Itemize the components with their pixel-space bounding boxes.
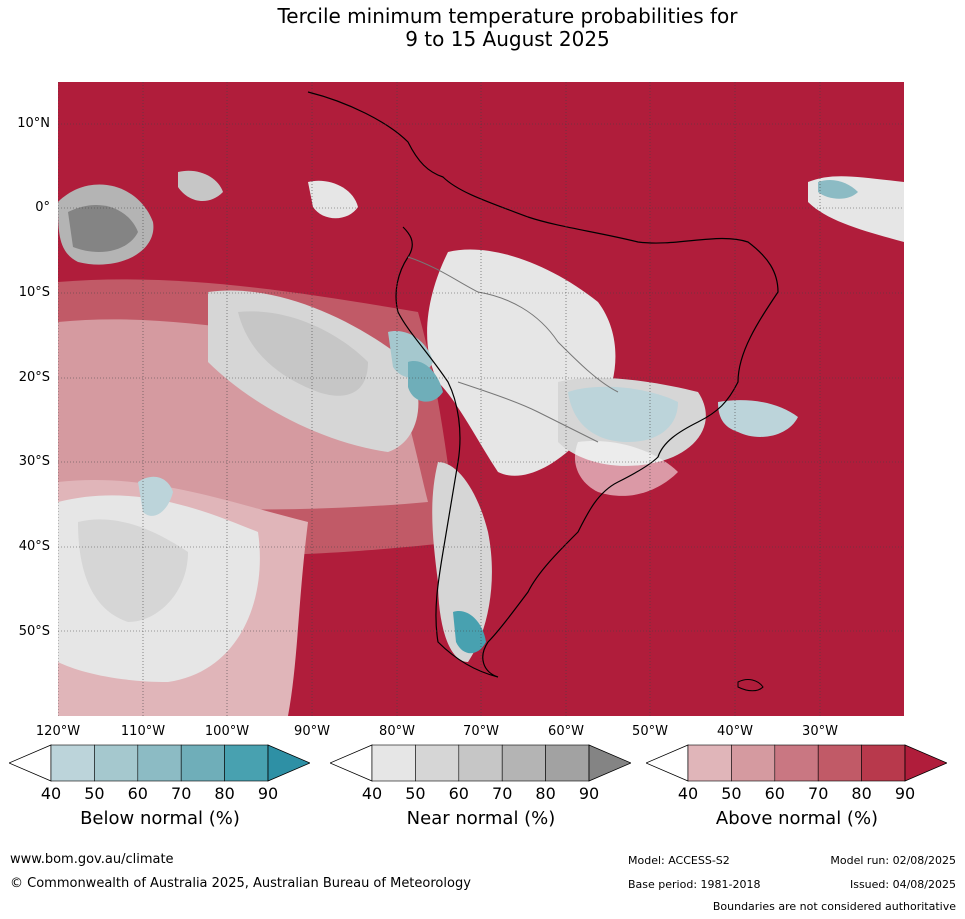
near-normal-colorbar-tick-label: 60 bbox=[448, 784, 469, 803]
above-normal-colorbar-tick-label: 40 bbox=[677, 784, 699, 803]
lat-label-40s: 40°S bbox=[18, 539, 50, 554]
below-normal-patch-atlantic bbox=[818, 180, 858, 199]
lon-label-40w: 40°W bbox=[717, 724, 753, 739]
lat-label-30s: 30°S bbox=[18, 454, 50, 469]
lat-label-20s: 20°S bbox=[18, 370, 50, 385]
lon-label-60w: 60°W bbox=[548, 724, 584, 739]
below-normal-colorbar-under-triangle bbox=[9, 744, 52, 782]
above-normal-colorbar-under-triangle bbox=[646, 744, 689, 782]
lon-label-30w: 30°W bbox=[802, 724, 838, 739]
below-normal-colorbar-tick-label: 90 bbox=[257, 784, 279, 803]
near-normal-colorbar-segment bbox=[458, 744, 503, 782]
near-normal-50-region bbox=[78, 519, 188, 622]
below-normal-colorbar bbox=[9, 744, 310, 782]
lon-label-70w: 70°W bbox=[463, 724, 499, 739]
near-normal-patch-2 bbox=[178, 170, 223, 202]
near-normal-colorbar-over-triangle bbox=[588, 744, 631, 782]
near-normal-colorbar-segment bbox=[415, 744, 460, 782]
above-normal-colorbar-tick-label: 90 bbox=[894, 784, 916, 803]
near-normal-colorbar-segment bbox=[545, 744, 590, 782]
below-normal-colorbar-title: Below normal (%) bbox=[80, 808, 240, 829]
near-normal-colorbar-tick-label: 80 bbox=[535, 784, 556, 803]
below-normal-colorbar-tick-label: 60 bbox=[127, 784, 148, 803]
lon-label-90w: 90°W bbox=[294, 724, 330, 739]
probability-map bbox=[58, 82, 904, 716]
lon-label-80w: 80°W bbox=[379, 724, 415, 739]
lon-label-50w: 50°W bbox=[632, 724, 668, 739]
above-normal-colorbar-over-triangle bbox=[904, 744, 947, 782]
near-normal-colorbar-tick-label: 90 bbox=[578, 784, 600, 803]
below-normal-colorbar-segment bbox=[94, 744, 139, 782]
footer-model-run: Model run: 02/08/2025 bbox=[830, 854, 956, 867]
near-normal-colorbar-tick-label: 50 bbox=[405, 784, 426, 803]
patagonia-below-normal-80 bbox=[453, 611, 486, 654]
above-normal-colorbar bbox=[646, 744, 947, 782]
lat-label-10n: 10°N bbox=[17, 116, 50, 131]
andes-below-normal-patch-2 bbox=[408, 361, 443, 402]
footer-disclaimer: Boundaries are not considered authoritat… bbox=[712, 900, 956, 913]
near-normal-colorbar bbox=[330, 744, 631, 782]
near-normal-colorbar-tick-label: 70 bbox=[492, 784, 513, 803]
below-normal-colorbar-segment bbox=[224, 744, 269, 782]
near-normal-colorbar-segment bbox=[501, 744, 546, 782]
lon-label-110w: 110°W bbox=[120, 724, 166, 739]
below-normal-colorbar-tick-label: 40 bbox=[40, 784, 62, 803]
above-normal-colorbar-title: Above normal (%) bbox=[715, 808, 879, 829]
patagonia-near-normal-region bbox=[432, 462, 492, 662]
below-normal-colorbar-segment bbox=[137, 744, 182, 782]
country-borders bbox=[407, 256, 619, 443]
below-normal-colorbar-segment bbox=[50, 744, 95, 782]
above-normal-colorbar-tick-label: 70 bbox=[808, 784, 829, 803]
footer-issued: Issued: 04/08/2025 bbox=[849, 878, 956, 891]
continent-below-normal-region bbox=[568, 386, 678, 442]
map-title-line-1: Tercile minimum temperature probabilitie… bbox=[277, 4, 738, 28]
near-normal-colorbar-segment bbox=[371, 744, 416, 782]
near-normal-patch-3 bbox=[308, 180, 358, 219]
near-normal-colorbar-title: Near normal (%) bbox=[406, 808, 556, 829]
near-normal-colorbar-under-triangle bbox=[330, 744, 373, 782]
lat-label-10s: 10°S bbox=[18, 285, 50, 300]
below-normal-40-patch-1 bbox=[138, 476, 173, 516]
pampas-light-region bbox=[574, 441, 678, 496]
near-normal-colorbar-tick-label: 40 bbox=[361, 784, 383, 803]
near-normal-60-band bbox=[238, 311, 368, 396]
coastal-below-normal-patch bbox=[718, 400, 798, 437]
map-title-line-2: 9 to 15 August 2025 bbox=[405, 27, 610, 51]
above-normal-colorbar-tick-label: 60 bbox=[764, 784, 785, 803]
above-normal-colorbar-tick-label: 50 bbox=[721, 784, 742, 803]
below-normal-colorbar-tick-label: 70 bbox=[171, 784, 192, 803]
coastline bbox=[307, 91, 779, 678]
near-normal-90-patch-west bbox=[68, 204, 138, 252]
above-normal-colorbar-segment bbox=[774, 744, 819, 782]
above-normal-colorbar-segment bbox=[817, 744, 862, 782]
island-outline bbox=[737, 679, 764, 692]
above-normal-colorbar-segment bbox=[731, 744, 776, 782]
below-normal-colorbar-tick-label: 80 bbox=[214, 784, 235, 803]
above-normal-colorbar-segment bbox=[861, 744, 906, 782]
lat-label-50s: 50°S bbox=[18, 624, 50, 639]
above-normal-colorbar-segment bbox=[687, 744, 732, 782]
below-normal-colorbar-tick-label: 50 bbox=[84, 784, 105, 803]
lat-label-0: 0° bbox=[35, 200, 50, 215]
footer-copyright: © Commonwealth of Australia 2025, Austra… bbox=[10, 876, 471, 891]
lon-label-120w: 120°W bbox=[35, 724, 81, 739]
below-normal-colorbar-segment bbox=[180, 744, 225, 782]
above-normal-colorbar-tick-label: 80 bbox=[851, 784, 872, 803]
below-normal-colorbar-over-triangle bbox=[267, 744, 310, 782]
lon-label-100w: 100°W bbox=[204, 724, 250, 739]
graticule bbox=[58, 82, 904, 716]
footer-website: www.bom.gov.au/climate bbox=[10, 852, 174, 867]
footer-model: Model: ACCESS-S2 bbox=[628, 854, 730, 867]
footer-base-period: Base period: 1981-2018 bbox=[628, 878, 761, 891]
